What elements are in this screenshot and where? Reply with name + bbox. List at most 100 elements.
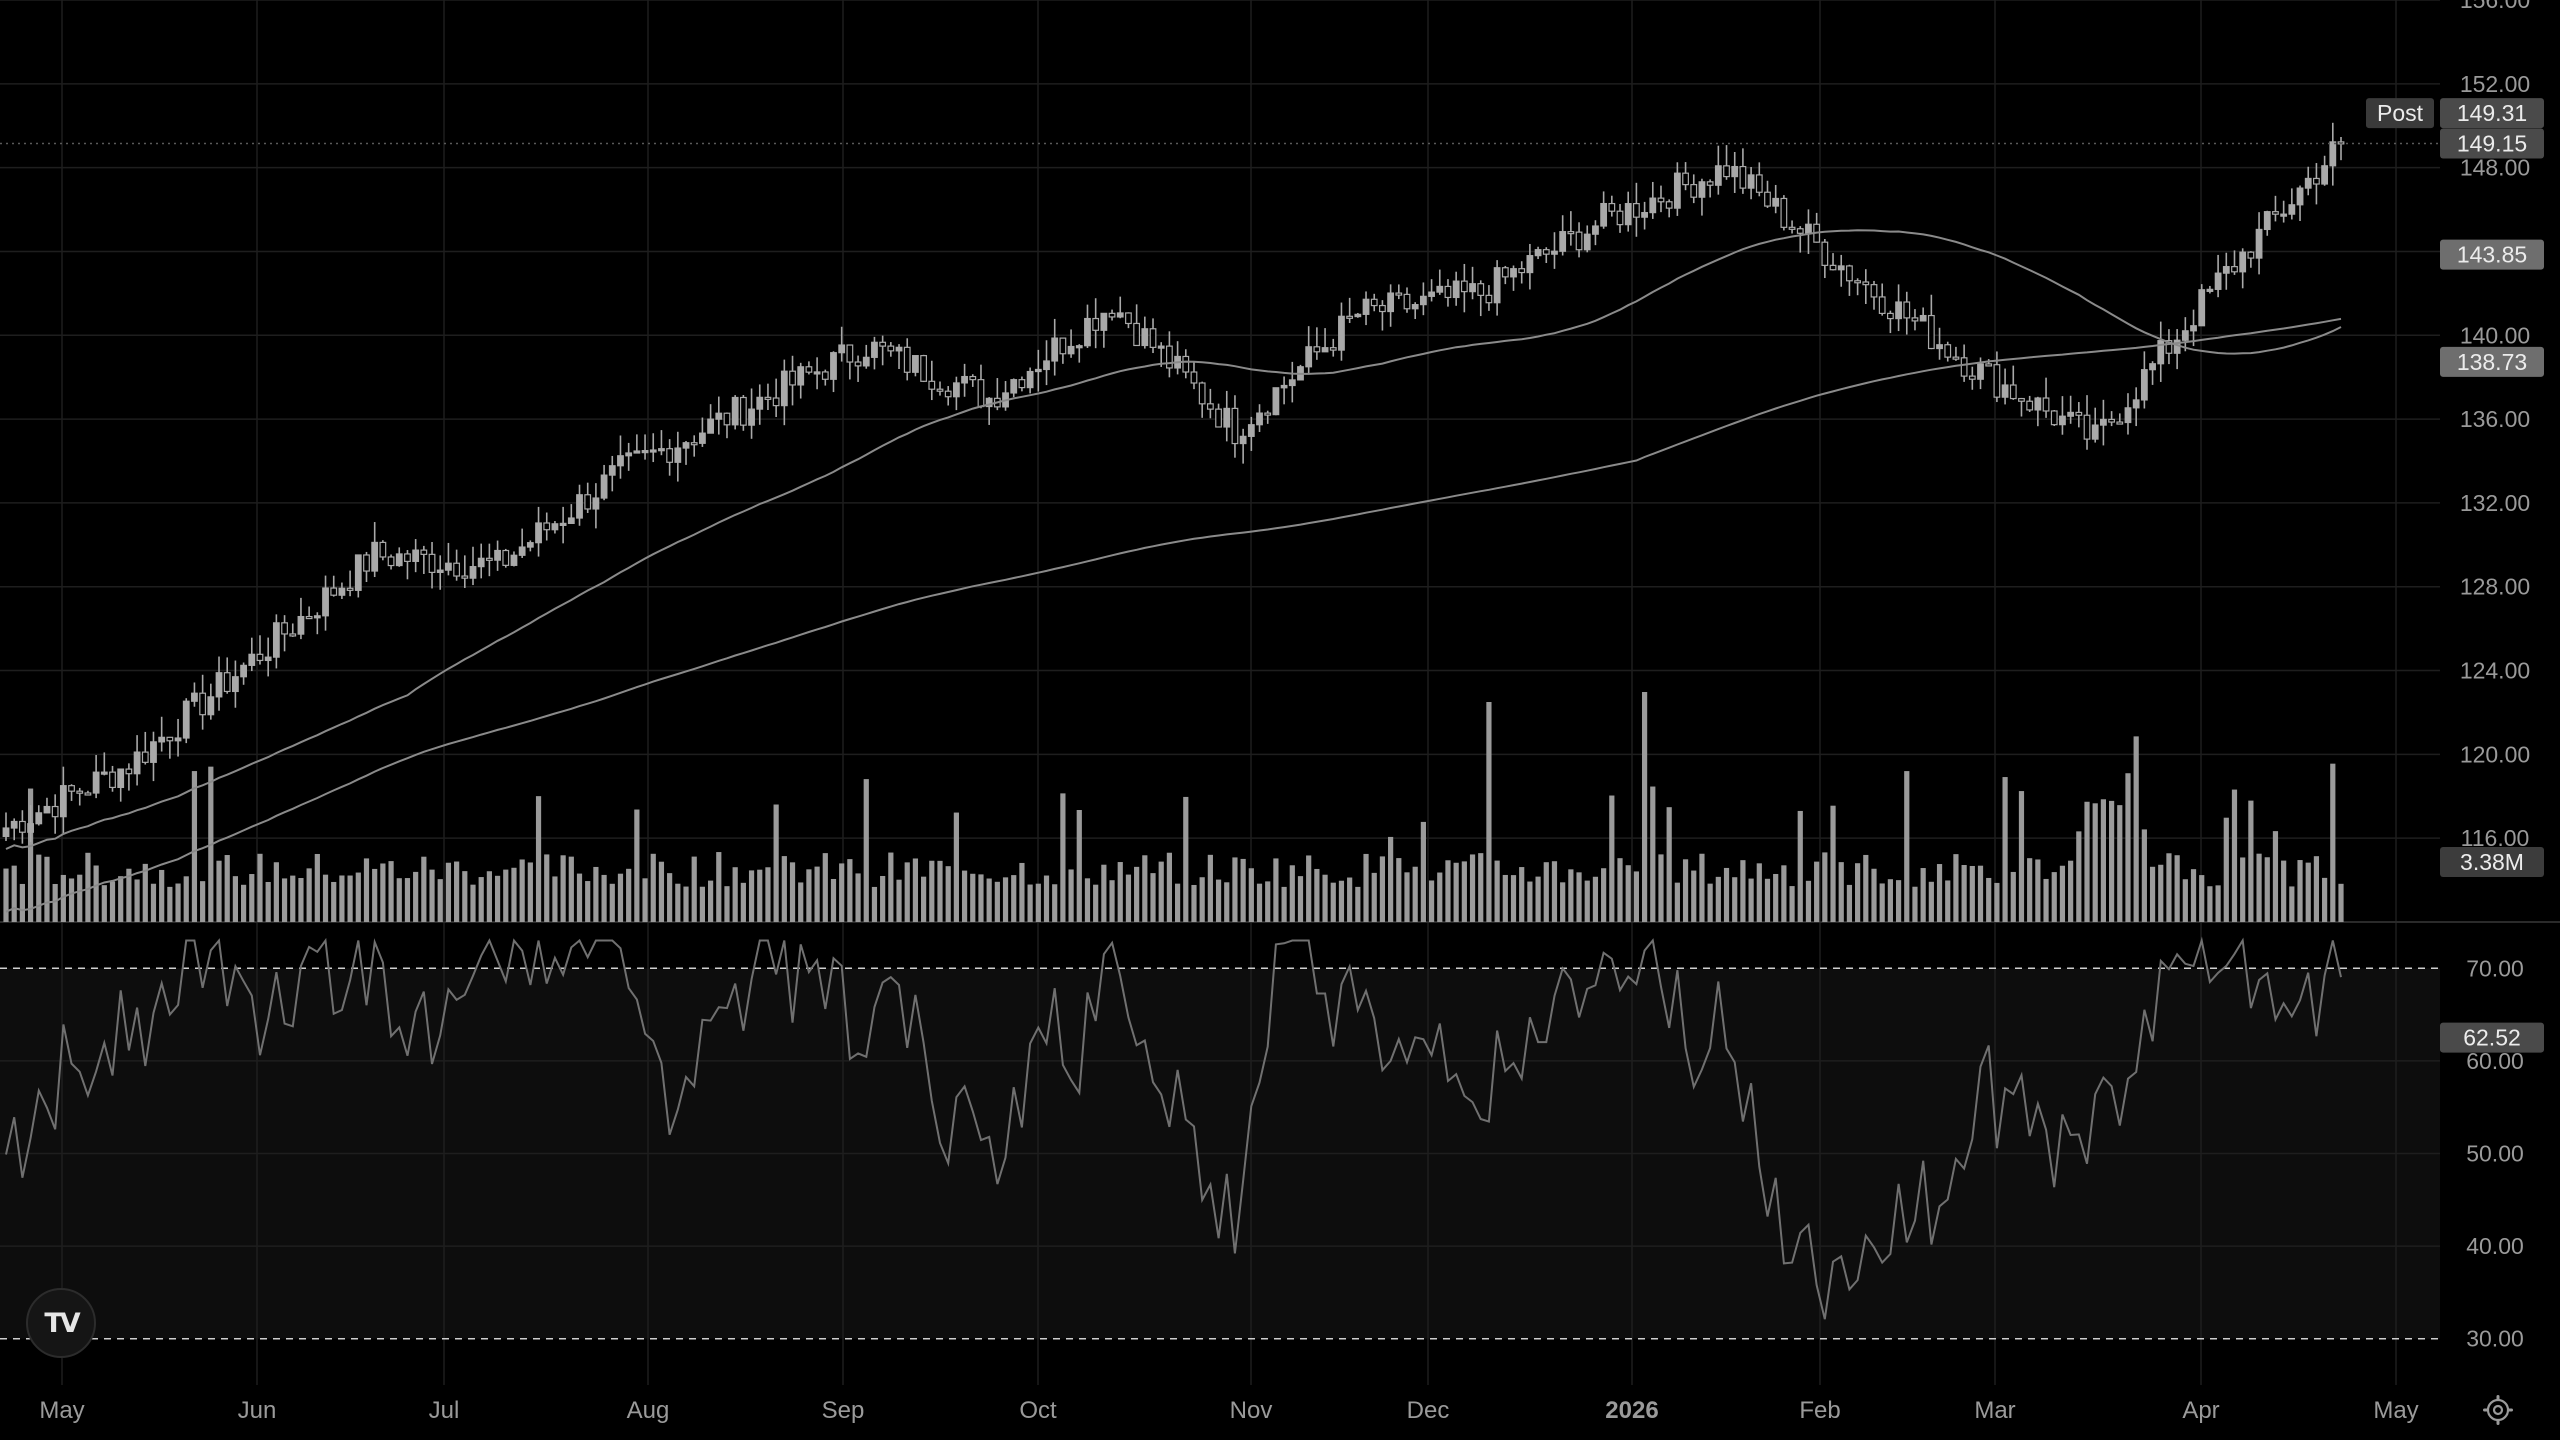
candle-body <box>510 554 518 566</box>
candle <box>215 656 223 711</box>
volume-bar <box>1838 862 1844 922</box>
volume-bar <box>2076 831 2082 922</box>
volume-bar <box>216 860 222 922</box>
candle <box>797 362 805 399</box>
time-axis-label: Apr <box>2182 1397 2219 1424</box>
volume-bar <box>2010 871 2016 922</box>
candle-body <box>346 587 354 591</box>
price-tick-label: 124.00 <box>2460 658 2530 684</box>
volume-bar <box>183 876 189 922</box>
candle-body <box>1108 312 1116 318</box>
volume-bar <box>1748 878 1754 922</box>
volume-bar <box>347 875 353 922</box>
volume-bar <box>1322 874 1328 922</box>
volume-bar <box>36 854 42 922</box>
volume-bar <box>2141 829 2147 922</box>
candle <box>576 484 583 526</box>
ma-short-label-box <box>2440 239 2544 270</box>
candle-body <box>1477 283 1485 296</box>
candle <box>305 606 313 620</box>
candle <box>1116 296 1124 319</box>
candle-body <box>1272 387 1280 416</box>
candle <box>2231 250 2238 275</box>
candle <box>600 464 608 501</box>
volume-bar <box>2256 853 2262 922</box>
candle <box>1370 293 1378 312</box>
candle-body <box>789 370 796 386</box>
candle <box>1927 294 1935 350</box>
volume-bar <box>1527 881 1533 922</box>
volume-bar <box>1281 886 1287 922</box>
rsi-value-label-box <box>2440 1022 2544 1053</box>
candle-body <box>2034 397 2042 411</box>
volume-bar <box>134 879 140 922</box>
settings-button[interactable] <box>2478 1390 2518 1430</box>
rsi-value-label-text: 62.52 <box>2463 1025 2521 1051</box>
volume-bar <box>1347 877 1353 922</box>
volume-bar <box>1428 880 1435 922</box>
candle-body <box>2247 251 2255 259</box>
candle <box>1542 247 1550 263</box>
candle <box>682 440 690 465</box>
volume-bar <box>847 859 853 922</box>
volume-bar <box>1625 865 1631 922</box>
ma-long-label: 138.73 <box>2440 346 2544 377</box>
candle <box>879 335 887 366</box>
candle-body <box>1985 363 1993 367</box>
candle <box>1510 265 1517 291</box>
volume-bar <box>1240 858 1246 922</box>
price-tick-label: 128.00 <box>2460 574 2530 600</box>
candle-body <box>338 587 346 596</box>
volume-bar <box>1789 886 1795 922</box>
candle-body <box>1493 267 1501 304</box>
candle <box>1428 279 1435 302</box>
volume-bar <box>568 856 574 922</box>
volume-bar <box>593 866 599 922</box>
candle <box>27 805 34 842</box>
volume-bar <box>1355 886 1361 922</box>
time-axis-label: Sep <box>822 1397 865 1424</box>
volume-bar <box>150 883 157 922</box>
volume-bar <box>1371 872 1377 922</box>
candle <box>2255 212 2263 275</box>
candle <box>1354 312 1362 318</box>
volume-bar <box>1560 882 1566 922</box>
candle <box>387 554 395 570</box>
tradingview-logo-icon[interactable]: TV <box>26 1288 96 1358</box>
candle-body <box>1215 408 1222 428</box>
candle-body <box>453 562 461 577</box>
candle <box>1583 225 1591 253</box>
candle-body <box>330 587 338 596</box>
volume-bar <box>1494 860 1500 922</box>
candle-body <box>854 361 862 367</box>
candle <box>322 575 329 631</box>
candle-body <box>567 517 575 524</box>
candle-body <box>1526 255 1534 274</box>
volume-bar <box>2231 789 2238 922</box>
candle-body <box>1075 345 1083 349</box>
candle-body <box>985 397 993 408</box>
candle <box>1518 261 1526 284</box>
candle <box>895 344 903 369</box>
candle-body <box>690 442 698 446</box>
volume-bar <box>1330 882 1336 922</box>
volume-bar <box>961 870 968 922</box>
candle-body <box>1395 292 1403 296</box>
volume-bar <box>118 876 124 922</box>
candle <box>1952 346 1960 361</box>
candle-body <box>371 541 379 572</box>
candle <box>502 548 510 568</box>
candle <box>723 412 731 439</box>
rsi-tick-label: 40.00 <box>2466 1233 2524 1259</box>
volume-bar <box>1994 882 2000 922</box>
time-axis-label: May <box>2373 1397 2418 1424</box>
candle <box>2067 395 2075 424</box>
candle <box>1772 184 1780 214</box>
volume-bar <box>257 853 263 922</box>
volume-bar <box>2100 799 2107 922</box>
rsi-tick-label: 70.00 <box>2466 955 2524 981</box>
candle <box>51 794 59 834</box>
candle-body <box>182 700 190 739</box>
candle <box>166 736 174 759</box>
